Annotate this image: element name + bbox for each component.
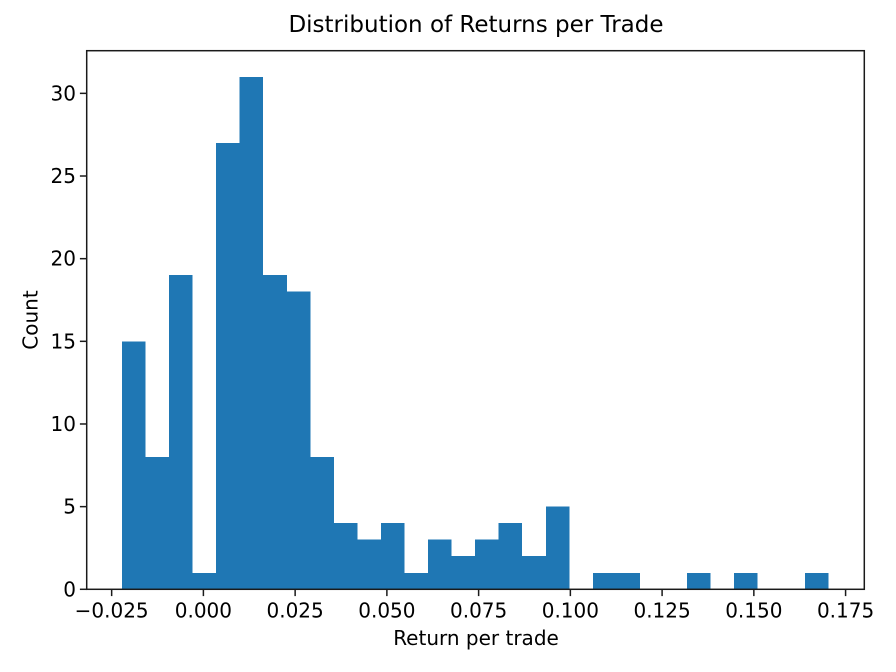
y-axis-label: Count — [19, 290, 43, 350]
histogram-bar — [169, 275, 193, 590]
histogram-bar — [357, 539, 381, 590]
histogram-bar — [286, 291, 311, 590]
chart-title: Distribution of Returns per Trade — [288, 12, 664, 38]
histogram-bar — [592, 572, 617, 590]
histogram-bar — [380, 523, 405, 590]
histogram-bar — [192, 572, 217, 590]
histogram-bar — [263, 275, 287, 590]
plot-frame — [85, 49, 866, 591]
histogram-bar — [451, 556, 476, 590]
x-tick-label: 0.175 — [817, 599, 874, 623]
histogram-bar — [428, 539, 452, 590]
histogram-bar — [522, 556, 546, 590]
x-axis-label: Return per trade — [393, 626, 559, 650]
x-tick-label: 0.125 — [633, 599, 690, 623]
histogram-bar — [687, 572, 711, 590]
histogram-bar — [145, 457, 170, 590]
histogram-bar — [216, 142, 240, 590]
y-tick-label: 15 — [51, 329, 76, 353]
x-tick-label: 0.075 — [450, 599, 507, 623]
histogram-bar — [121, 341, 146, 590]
histogram-bar — [239, 76, 264, 590]
x-tick-label: 0.025 — [267, 599, 324, 623]
y-tick-label: 20 — [51, 247, 76, 271]
histogram-bar — [404, 572, 429, 590]
histogram-bar — [475, 539, 499, 590]
x-tick-label: 0.100 — [542, 599, 599, 623]
x-tick-label: −0.025 — [75, 599, 149, 623]
histogram-bar — [616, 572, 640, 590]
histogram-bar — [310, 457, 334, 590]
x-tick-label: 0.050 — [358, 599, 415, 623]
histogram-bar — [734, 572, 758, 590]
y-tick-label: 30 — [51, 81, 76, 105]
y-tick-label: 25 — [51, 164, 76, 188]
x-tick-label: 0.000 — [175, 599, 232, 623]
bars-group — [121, 76, 829, 590]
histogram-bar — [498, 523, 523, 590]
histogram-bar — [545, 506, 570, 590]
x-tick-label: 0.150 — [725, 599, 782, 623]
histogram-bar — [333, 523, 358, 590]
y-axis-label-box: Count — [16, 250, 46, 390]
histogram-bar — [804, 572, 829, 590]
y-tick-label: 0 — [63, 577, 76, 601]
y-tick-label: 10 — [51, 412, 76, 436]
y-tick-label: 5 — [63, 495, 76, 519]
